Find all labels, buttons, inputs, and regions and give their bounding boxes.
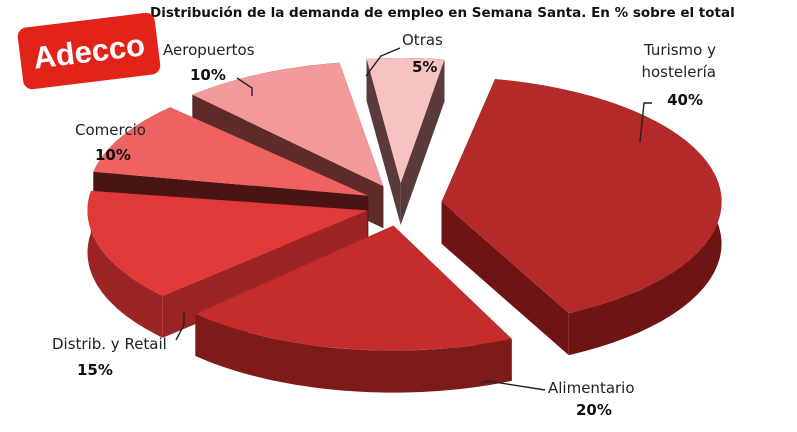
pie-slice: [195, 225, 512, 393]
slice-name-label: Comercio: [75, 121, 146, 139]
slice-value-label: 15%: [77, 361, 113, 379]
pie-slice: [441, 79, 722, 356]
slice-name-label: Turismo y: [643, 41, 716, 59]
leader-line: [639, 102, 652, 143]
slice-label: Otras 5%: [365, 31, 443, 77]
pie-slice-cut: [366, 58, 401, 226]
pie-slice: [366, 58, 445, 226]
slice-value-label: 40%: [667, 91, 703, 109]
slice-label: Distrib. y Retail 15%: [52, 312, 185, 379]
slice-name-label: hostelería: [641, 63, 716, 81]
pie-slice-cut: [441, 201, 569, 356]
chart-title: Distribución de la demanda de empleo en …: [150, 5, 735, 21]
pie-labels: Turismo y hostelería 40% Alimentario 20% Dist…: [52, 31, 716, 419]
slice-name-label: Alimentario: [548, 379, 635, 397]
slice-label: Comercio 10%: [75, 121, 146, 164]
leader-line: [175, 312, 185, 341]
slice-value-label: 20%: [576, 401, 612, 419]
slice-value-label: 5%: [412, 58, 437, 76]
pie-slice-top: [87, 190, 368, 296]
logo-badge: [17, 12, 161, 90]
slice-name-label: Aeropuertos: [163, 41, 255, 59]
pie-slice-top: [192, 62, 384, 187]
slice-value-label: 10%: [190, 66, 226, 84]
slice-name-label: Distrib. y Retail: [52, 335, 167, 353]
pie-slice-side: [87, 190, 163, 338]
pie-slice-side: [195, 314, 512, 393]
adecco-logo: Adecco: [17, 12, 161, 90]
slice-name-label: Otras: [402, 31, 443, 49]
pie-slice-top: [93, 107, 369, 196]
leader-line: [236, 77, 253, 96]
leader-line: [365, 47, 401, 77]
pie-slice-top: [441, 79, 722, 314]
slice-label: Turismo y hostelería 40%: [639, 41, 716, 143]
leader-line: [480, 380, 546, 391]
slice-label: Alimentario 20%: [480, 379, 635, 419]
pie-slice-top: [195, 225, 512, 351]
slice-label: Aeropuertos 10%: [163, 41, 255, 96]
pie-slice-cut: [400, 59, 445, 226]
slice-value-label: 10%: [95, 146, 131, 164]
pie-slice-top: [366, 58, 445, 184]
pie-slices: [87, 58, 722, 393]
